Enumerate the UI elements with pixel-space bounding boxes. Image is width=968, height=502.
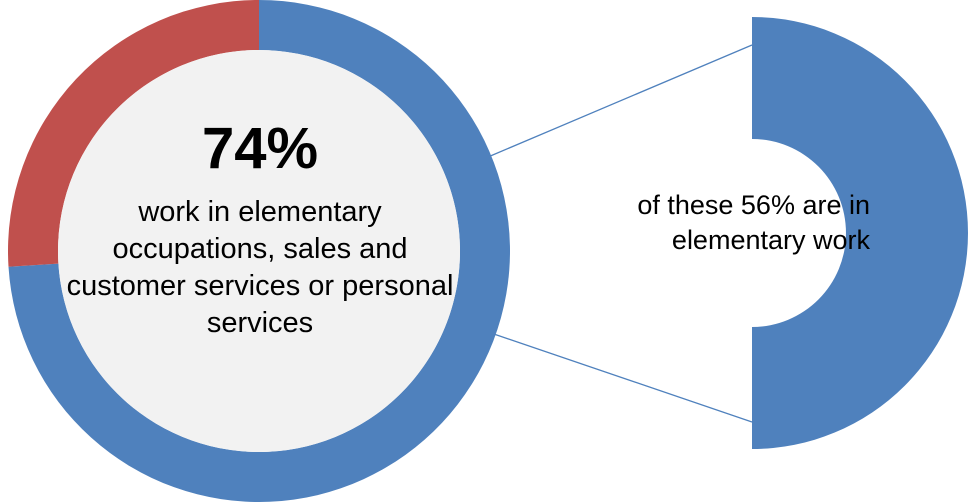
main-description: work in elementary occupations, sales an… (66, 196, 454, 339)
secondary-donut-slice (752, 17, 968, 449)
secondary-description: of these 56% are in elementary work (637, 190, 870, 255)
connector-line-top (487, 44, 753, 158)
donut-slice-2 (7, 0, 259, 267)
donut-center (58, 50, 460, 452)
main-percentage: 74% (201, 116, 319, 181)
connector-line-bottom (487, 331, 753, 423)
